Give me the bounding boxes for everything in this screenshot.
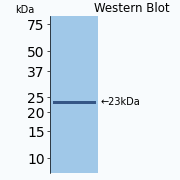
Text: kDa: kDa — [15, 5, 34, 15]
Bar — [50, 16, 98, 173]
Bar — [53, 101, 96, 103]
Text: ←23kDa: ←23kDa — [101, 97, 141, 107]
Text: Western Blot: Western Blot — [94, 2, 170, 15]
